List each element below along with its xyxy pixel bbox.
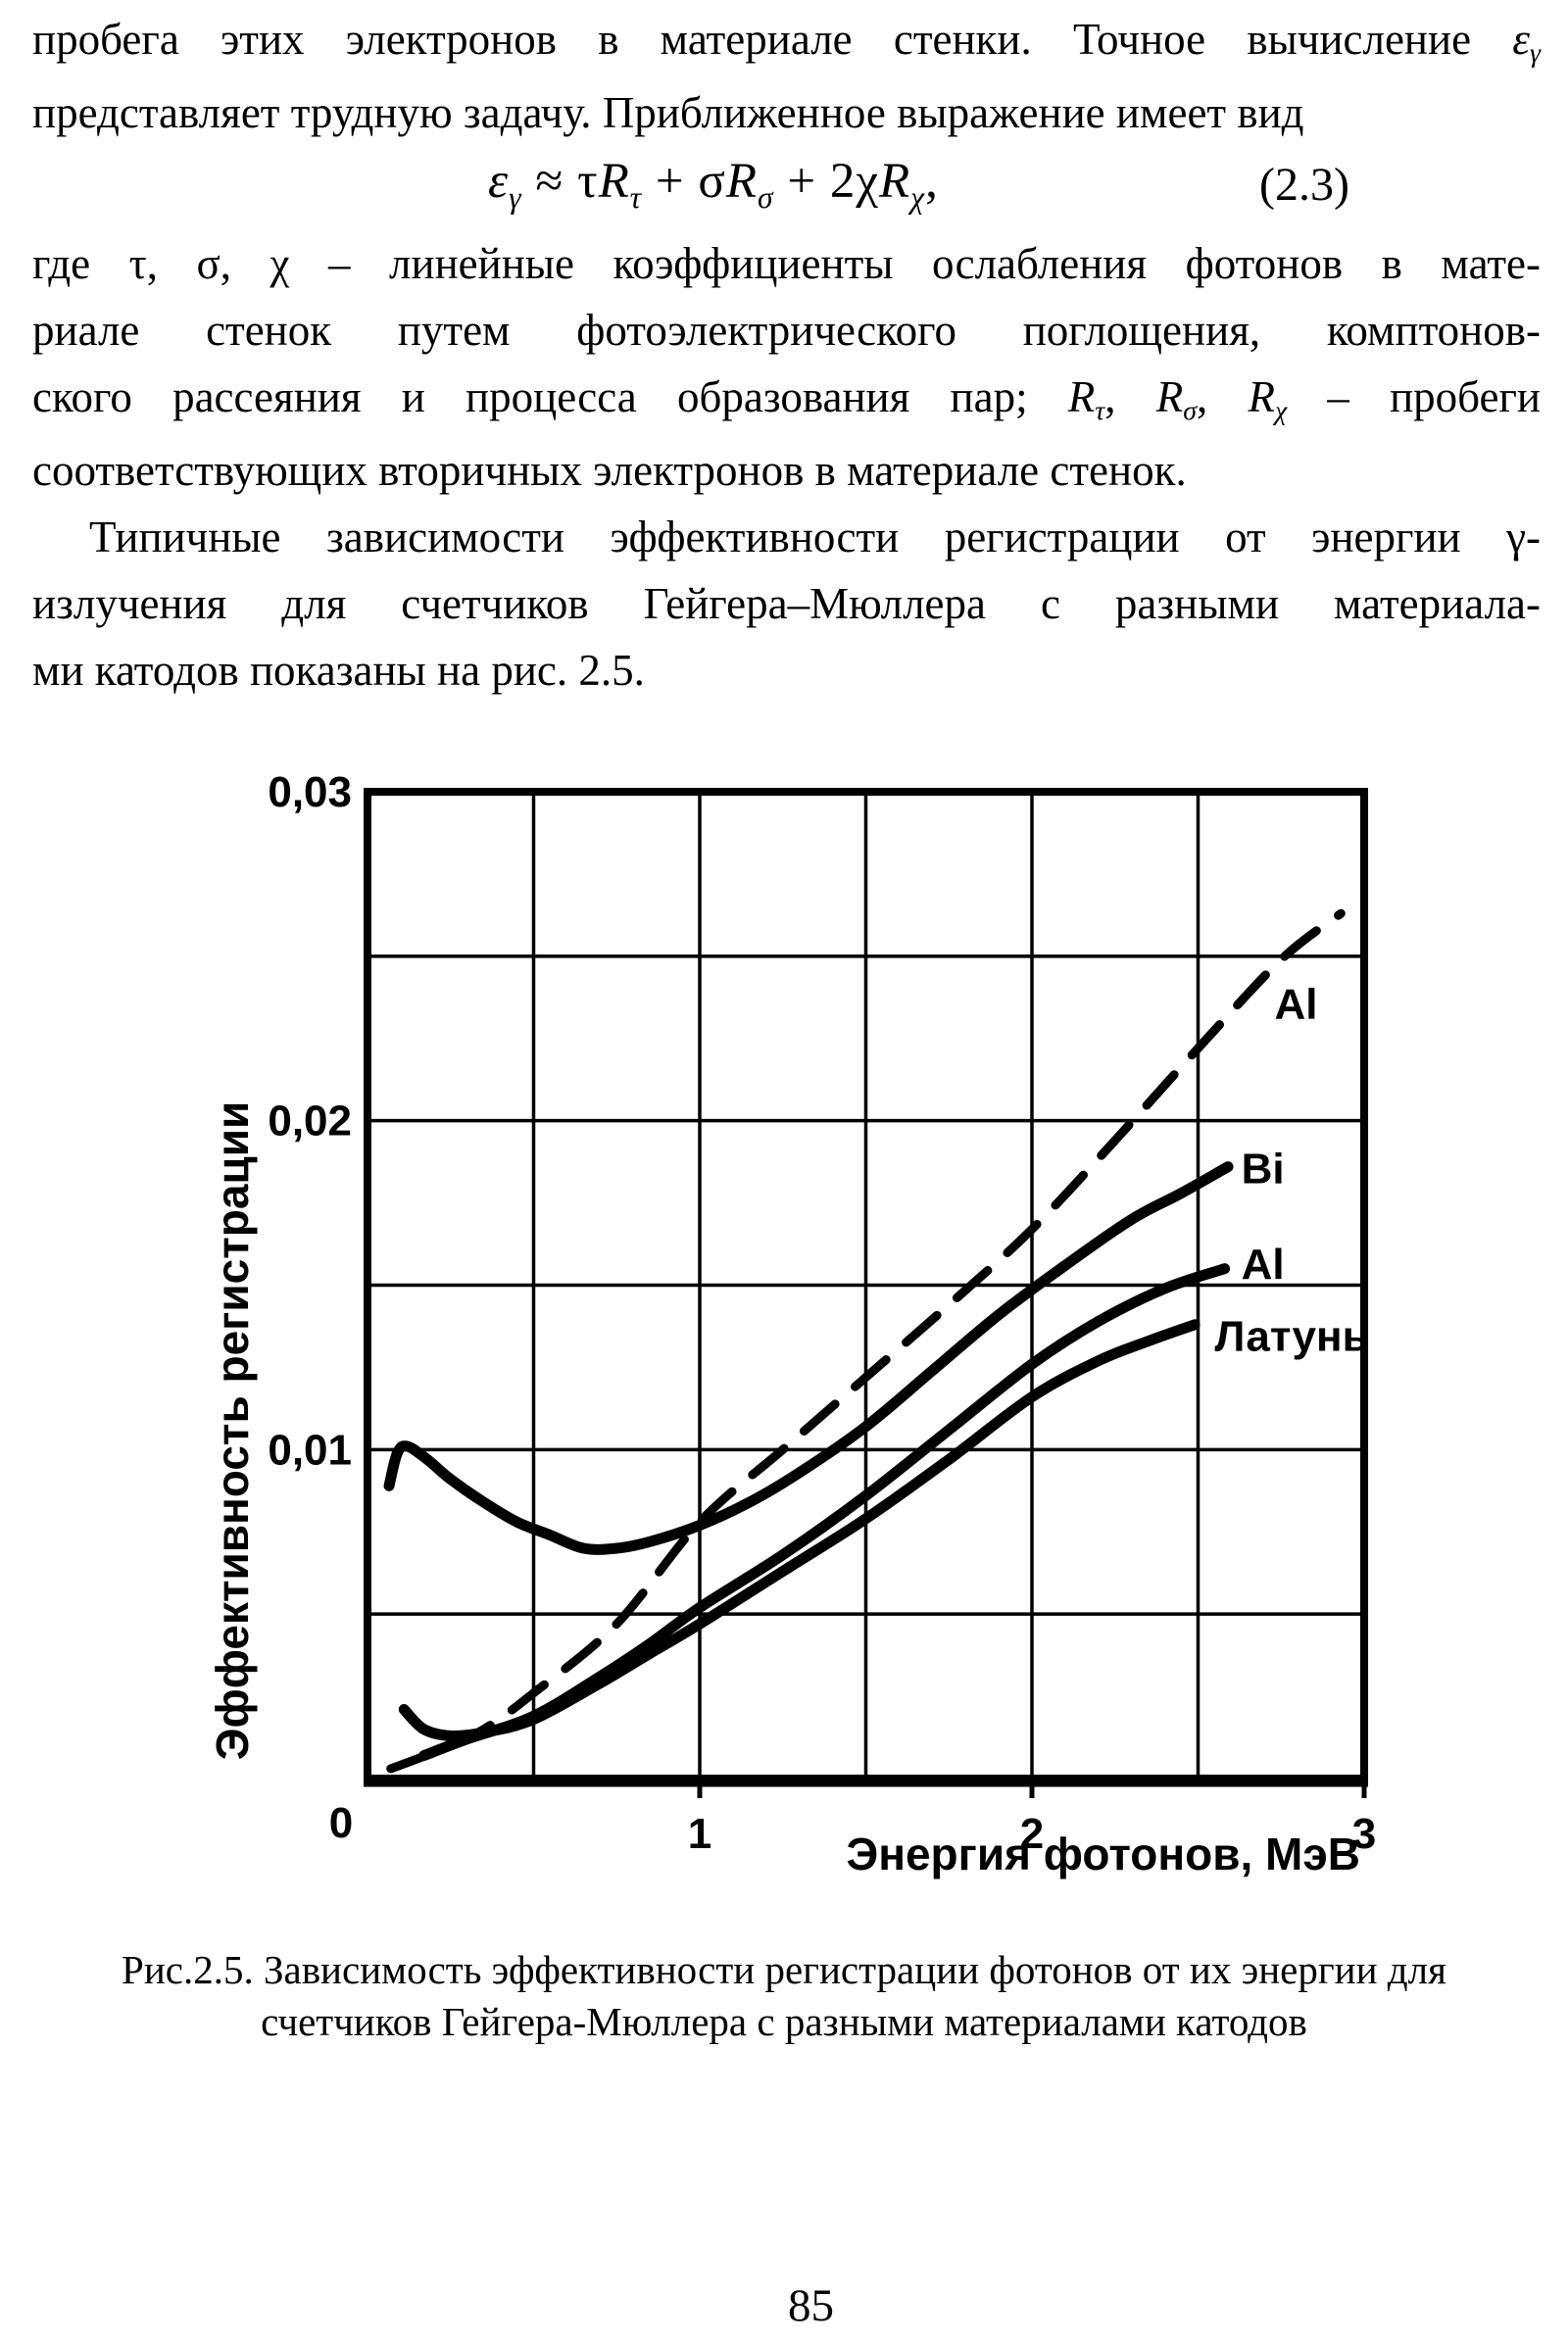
text-segment: , [1104, 372, 1156, 421]
text-segment: + σ [642, 154, 726, 209]
text-segment: ми катодов показаны на рис. 2.5. [32, 646, 645, 695]
curve-label: Bi [1242, 1145, 1285, 1193]
y-axis-title: Эффективность регистрации [207, 1101, 258, 1761]
x-tick-label: 1 [688, 1810, 711, 1858]
text-segment: Типичные зависимости эффективности регис… [89, 512, 1541, 561]
text-segment: ε [488, 154, 510, 209]
subscript: χ [1274, 396, 1288, 427]
subscript: τ [629, 179, 643, 215]
paragraph-lines-after-formula: где τ, σ, χ – линейные коэффициенты осла… [32, 230, 1541, 704]
text-line: ского рассеяния и процесса образования п… [32, 364, 1541, 437]
text-segment: R [1248, 372, 1275, 421]
curve-label: Al [1242, 1241, 1285, 1289]
y-tick-label: 0,02 [268, 1098, 352, 1146]
subscript: γ [1530, 38, 1541, 70]
x-axis-title: Энергия фотонов, МэВ [846, 1829, 1360, 1879]
x-tick-label: 2 [1020, 1810, 1044, 1858]
caption-line: счетчиков Гейгера-Мюллера с разными мате… [261, 1999, 1307, 2044]
curve-Bi [383, 1161, 1234, 1555]
text-line: соответствующих вторичных электронов в м… [32, 437, 1541, 504]
text-segment: представляет трудную задачу. Приближенно… [32, 88, 1304, 137]
text-segment: R [598, 154, 630, 209]
text-segment: риале стенок путем фотоэлектрического по… [32, 306, 1541, 355]
text-segment: пробега этих электронов в материале стен… [32, 15, 1513, 64]
x-tick-label: 3 [1352, 1810, 1376, 1858]
plot-border [364, 788, 1368, 1782]
text-line: ми катодов показаны на рис. 2.5. [32, 637, 1541, 704]
equation-line: εγ ≈ τRτ + σRσ + 2χRχ, (2.3) [32, 146, 1541, 230]
curve-label: Латунь [1214, 1313, 1368, 1361]
text-segment: R [878, 154, 911, 209]
text-segment: ε [1512, 15, 1530, 64]
text-segment: – пробеги [1287, 372, 1541, 421]
text-line: представляет трудную задачу. Приближенно… [32, 79, 1541, 146]
text-segment: R [1067, 372, 1096, 421]
text-segment: , [1196, 372, 1249, 421]
equation-number: (2.3) [1259, 159, 1349, 211]
text-segment: + 2χ [773, 154, 879, 209]
text-line: пробега этих электронов в материале стен… [32, 6, 1541, 79]
text-segment: R [725, 154, 758, 209]
figure-caption: Рис.2.5. Зависимость эффективности регис… [49, 1944, 1519, 2048]
curve-Латунь [398, 1319, 1200, 1742]
curve-Al [418, 1263, 1231, 1761]
text-segment: ского рассеяния и процесса образования п… [32, 372, 1068, 421]
text-segment: где τ, σ, χ – линейные коэффициенты осла… [32, 239, 1541, 288]
text-segment: излучения для счетчиков Гейгера–Мюллера … [32, 579, 1541, 628]
text-segment: соответствующих вторичных электронов в м… [32, 446, 1187, 495]
text-line: риале стенок путем фотоэлектрического по… [32, 297, 1541, 364]
curve-label: Al [1274, 981, 1317, 1029]
curve-Al-dashed- [386, 908, 1346, 1774]
subscript: τ [1095, 396, 1105, 427]
text-line: Типичные зависимости эффективности регис… [32, 504, 1541, 570]
subscript: σ [1183, 396, 1197, 427]
subscript: γ [509, 179, 522, 215]
text-line: излучения для счетчиков Гейгера–Мюллера … [32, 570, 1541, 637]
body-text: пробега этих электронов в материале стен… [32, 6, 1541, 704]
paragraph-lines-before-formula: пробега этих электронов в материале стен… [32, 6, 1541, 146]
y-tick-label: 0,01 [268, 1426, 352, 1474]
origin-tick-label: 0 [329, 1799, 353, 1847]
y-tick-label: 0,03 [268, 768, 352, 816]
subscript: σ [757, 179, 774, 215]
subscript: χ [910, 179, 926, 215]
text-segment: R [1155, 372, 1184, 421]
page-number: 85 [788, 2280, 834, 2331]
text-segment: , [925, 154, 939, 209]
caption-line: Рис.2.5. Зависимость эффективности регис… [122, 1947, 1446, 1992]
equation-2-3: εγ ≈ τRτ + σRσ + 2χRχ, [488, 148, 939, 220]
text-line: где τ, σ, χ – линейные коэффициенты осла… [32, 230, 1541, 297]
text-segment: ≈ τ [521, 154, 599, 209]
